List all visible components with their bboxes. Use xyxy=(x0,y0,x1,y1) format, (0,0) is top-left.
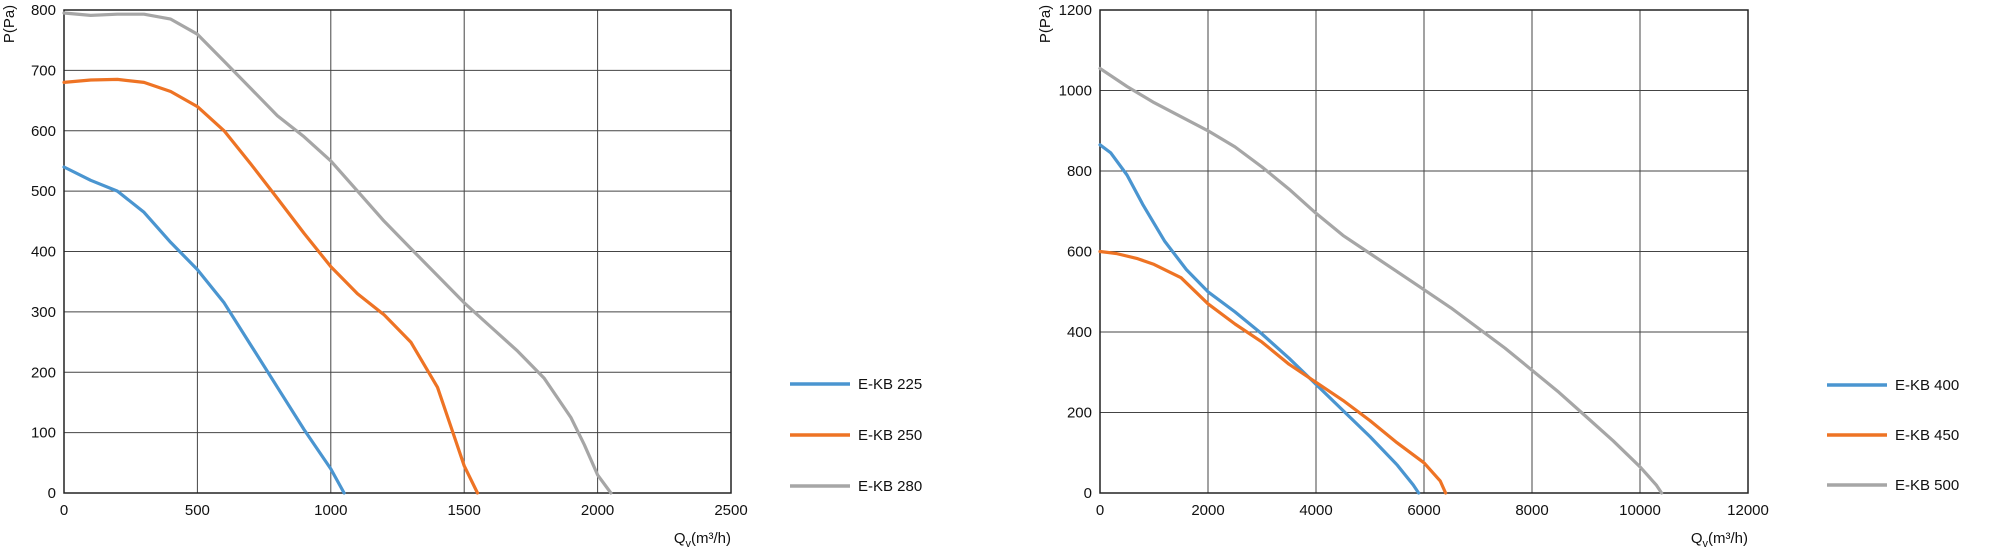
series-line xyxy=(1098,66,1664,495)
y-tick-label: 1200 xyxy=(1059,2,1092,19)
x-tick-label: 8000 xyxy=(1515,502,1548,519)
y-axis-label: P(Pa) xyxy=(1,5,18,43)
x-tick-label: 10000 xyxy=(1619,502,1661,519)
chart-2: 0 2000 4000 6000 8000 10000 12000 0 200 400 600 800… xyxy=(1037,2,1959,550)
y-tick-label: 800 xyxy=(31,2,56,19)
series-line xyxy=(62,11,613,495)
x-tick-label: 6000 xyxy=(1407,502,1440,519)
legend-label: E-KB 225 xyxy=(858,376,922,393)
series-line xyxy=(62,165,346,495)
x-tick-label: 500 xyxy=(185,502,210,519)
y-tick-label: 200 xyxy=(1067,405,1092,422)
legend-label: E-KB 400 xyxy=(1895,377,1959,394)
y-tick-label: 0 xyxy=(48,485,56,502)
legend-label: E-KB 250 xyxy=(858,427,922,444)
y-tick-label: 200 xyxy=(31,364,56,381)
legend-label: E-KB 280 xyxy=(858,478,922,495)
x-tick-label: 1000 xyxy=(314,502,347,519)
x-tick-label: 4000 xyxy=(1299,502,1332,519)
y-tick-label: 100 xyxy=(31,425,56,442)
y-axis-label: P(Pa) xyxy=(1037,5,1054,43)
y-tick-label: 400 xyxy=(1067,324,1092,341)
y-tick-label: 600 xyxy=(1067,244,1092,261)
y-tick-label: 500 xyxy=(31,183,56,200)
series-line xyxy=(1098,143,1421,495)
y-tick-label: 600 xyxy=(31,123,56,140)
series-line xyxy=(62,77,480,495)
x-tick-label: 0 xyxy=(1096,502,1104,519)
chart-1: 0 500 1000 1500 2000 2500 0 100 200 300 400 500 600 7… xyxy=(1,2,922,550)
plot-frame xyxy=(63,9,732,494)
x-tick-label: 2000 xyxy=(1191,502,1224,519)
x-tick-label: 0 xyxy=(60,502,68,519)
x-tick-label: 2000 xyxy=(581,502,614,519)
y-tick-label: 700 xyxy=(31,62,56,79)
x-tick-label: 2500 xyxy=(714,502,747,519)
y-tick-label: 400 xyxy=(31,244,56,261)
x-tick-label: 12000 xyxy=(1727,502,1769,519)
x-axis-label: Qv(m³/h) xyxy=(674,530,731,550)
x-axis-label: Qv(m³/h) xyxy=(1691,530,1748,550)
x-tick-label: 1500 xyxy=(448,502,481,519)
legend-label: E-KB 500 xyxy=(1895,477,1959,494)
y-tick-label: 800 xyxy=(1067,163,1092,180)
y-tick-label: 1000 xyxy=(1059,83,1092,100)
legend-label: E-KB 450 xyxy=(1895,427,1959,444)
series-line xyxy=(1098,249,1448,495)
y-tick-label: 0 xyxy=(1084,485,1092,502)
y-tick-label: 300 xyxy=(31,304,56,321)
